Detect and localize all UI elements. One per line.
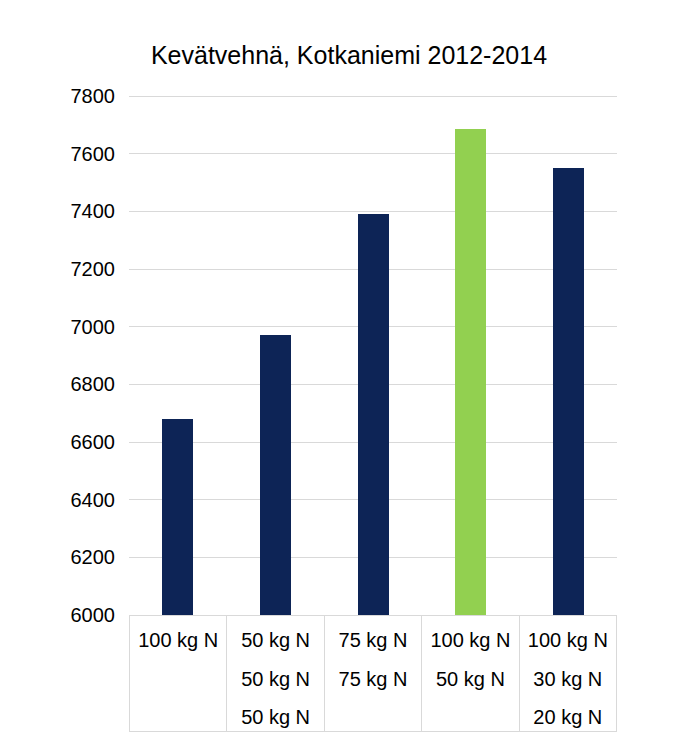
x-axis-category-1: 100 kg N [130,616,227,731]
bar-5 [553,168,584,615]
bar-4 [455,129,486,615]
y-axis-tick-label: 6800 [25,374,115,394]
x-axis-label-line: 50 kg N [227,621,323,660]
y-axis-tick-label: 6000 [25,605,115,625]
x-axis-category-2: 50 kg N50 kg N50 kg N [227,616,324,731]
y-axis-tick-label: 6400 [25,490,115,510]
y-axis-tick-label: 7800 [25,86,115,106]
y-axis-tick-label: 7200 [25,259,115,279]
x-axis-label-table: 100 kg N50 kg N50 kg N50 kg N75 kg N75 k… [129,615,617,732]
y-axis-tick-label: 6200 [25,547,115,567]
gridline [129,211,617,212]
bar-chart: Kevätvehnä, Kotkaniemi 2012-2014 7800 760… [0,0,698,747]
x-axis-category-3: 75 kg N75 kg N [325,616,422,731]
y-axis-tick-label: 6600 [25,432,115,452]
x-axis-label-line: 100 kg N [422,621,518,660]
x-axis-label-line: 75 kg N [325,660,421,699]
y-axis-tick-label: 7600 [25,144,115,164]
x-axis-label-line: 50 kg N [422,660,518,699]
bar-1 [162,419,193,615]
x-axis-label-line: 50 kg N [227,660,323,699]
x-axis-label-line: 100 kg N [130,621,226,660]
x-axis-category-4: 100 kg N50 kg N [422,616,519,731]
bar-2 [260,335,291,615]
x-axis-label-line: 75 kg N [325,621,421,660]
chart-title: Kevätvehnä, Kotkaniemi 2012-2014 [0,41,698,69]
gridline [129,153,617,154]
x-axis-label-line: 20 kg N [520,698,616,731]
x-axis-label-line: 100 kg N [520,621,616,660]
bar-3 [358,214,389,615]
x-axis-category-5: 100 kg N30 kg N20 kg N [520,616,616,731]
y-axis-tick-label: 7400 [25,201,115,221]
x-axis-label-line: 30 kg N [520,660,616,699]
x-axis-label-line: 50 kg N [227,698,323,731]
y-axis-tick-label: 7000 [25,317,115,337]
gridline [129,96,617,97]
